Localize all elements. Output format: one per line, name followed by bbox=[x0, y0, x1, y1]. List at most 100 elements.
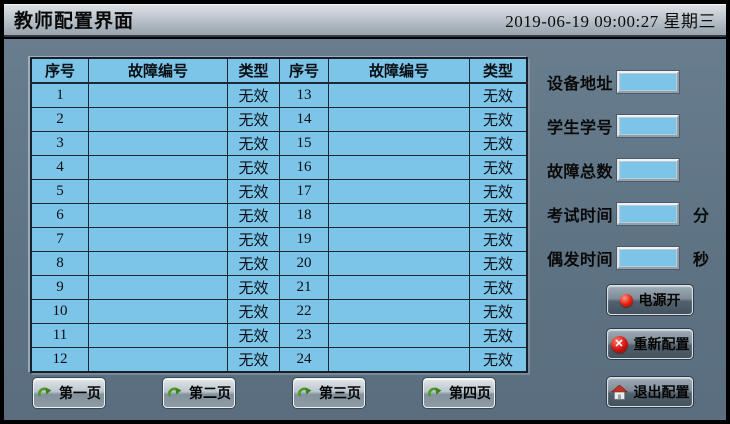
type-cell[interactable]: 无效 bbox=[227, 347, 280, 373]
device-address-input[interactable] bbox=[617, 71, 679, 93]
type-cell[interactable]: 无效 bbox=[227, 155, 280, 180]
type-cell[interactable]: 无效 bbox=[469, 203, 528, 228]
reconfigure-button[interactable]: ✕ 重新配置 bbox=[607, 329, 693, 359]
datetime-display: 2019-06-19 09:00:27 星期三 bbox=[505, 12, 716, 31]
seq-cell: 4 bbox=[30, 155, 89, 180]
type-cell[interactable]: 无效 bbox=[227, 179, 280, 204]
seq-cell: 14 bbox=[279, 107, 329, 132]
exit-config-button[interactable]: 退出配置 bbox=[607, 377, 693, 407]
power-indicator-icon bbox=[619, 293, 633, 307]
exam-time-unit: 分 bbox=[693, 208, 710, 225]
page-1-button[interactable]: 第一页 bbox=[33, 378, 105, 408]
fault-number-cell[interactable] bbox=[328, 347, 470, 373]
seq-cell: 6 bbox=[30, 203, 89, 228]
seq-cell: 21 bbox=[279, 275, 329, 300]
fault-number-cell[interactable] bbox=[88, 131, 228, 156]
page-2-button[interactable]: 第二页 bbox=[163, 378, 235, 408]
type-cell[interactable]: 无效 bbox=[469, 251, 528, 276]
fault-number-cell[interactable] bbox=[328, 275, 470, 300]
fault-number-cell[interactable] bbox=[88, 227, 228, 252]
fault-number-cell[interactable] bbox=[328, 203, 470, 228]
exit-config-label: 退出配置 bbox=[633, 384, 690, 400]
type-cell[interactable]: 无效 bbox=[469, 155, 528, 180]
type-cell[interactable]: 无效 bbox=[469, 179, 528, 204]
table-row: 1 无效 13 无效 bbox=[30, 82, 528, 108]
type-cell[interactable]: 无效 bbox=[469, 347, 528, 373]
type-cell[interactable]: 无效 bbox=[469, 82, 528, 108]
seq-cell: 18 bbox=[279, 203, 329, 228]
header-type: 类型 bbox=[227, 57, 280, 84]
fault-number-cell[interactable] bbox=[328, 227, 470, 252]
table-header-row: 序号 故障编号 类型 序号 故障编号 类型 bbox=[30, 57, 528, 84]
power-on-button[interactable]: 电源开 bbox=[607, 285, 693, 315]
page-1-label: 第一页 bbox=[59, 385, 101, 401]
type-cell[interactable]: 无效 bbox=[469, 275, 528, 300]
table-row: 11 无效 23 无效 bbox=[30, 323, 528, 348]
fault-number-cell[interactable] bbox=[88, 251, 228, 276]
table-row: 10 无效 22 无效 bbox=[30, 299, 528, 324]
seq-cell: 22 bbox=[279, 299, 329, 324]
seq-cell: 10 bbox=[30, 299, 89, 324]
fault-number-cell[interactable] bbox=[328, 82, 470, 108]
page-4-button[interactable]: 第四页 bbox=[423, 378, 495, 408]
table-row: 3 无效 15 无效 bbox=[30, 131, 528, 156]
table-row: 9 无效 21 无效 bbox=[30, 275, 528, 300]
fault-number-cell[interactable] bbox=[88, 299, 228, 324]
table-row: 12 无效 24 无效 bbox=[30, 347, 528, 373]
fault-number-cell[interactable] bbox=[328, 323, 470, 348]
type-cell[interactable]: 无效 bbox=[469, 131, 528, 156]
type-cell[interactable]: 无效 bbox=[469, 107, 528, 132]
fault-number-cell[interactable] bbox=[88, 107, 228, 132]
fault-number-cell[interactable] bbox=[328, 107, 470, 132]
type-cell[interactable]: 无效 bbox=[227, 323, 280, 348]
type-cell[interactable]: 无效 bbox=[227, 299, 280, 324]
page-3-button[interactable]: 第三页 bbox=[293, 378, 365, 408]
field-random-time: 偶发时间 秒 bbox=[547, 245, 709, 271]
student-id-input[interactable] bbox=[617, 115, 679, 137]
header-type: 类型 bbox=[469, 57, 528, 84]
fault-number-cell[interactable] bbox=[328, 179, 470, 204]
green-curved-arrow-icon bbox=[168, 387, 182, 397]
fault-number-cell[interactable] bbox=[328, 131, 470, 156]
field-student-id: 学生学号 bbox=[547, 113, 693, 139]
fault-number-cell[interactable] bbox=[88, 323, 228, 348]
field-device-address: 设备地址 bbox=[547, 69, 693, 95]
type-cell[interactable]: 无效 bbox=[469, 299, 528, 324]
type-cell[interactable]: 无效 bbox=[227, 251, 280, 276]
type-cell[interactable]: 无效 bbox=[227, 203, 280, 228]
seq-cell: 19 bbox=[279, 227, 329, 252]
type-cell[interactable]: 无效 bbox=[227, 107, 280, 132]
type-cell[interactable]: 无效 bbox=[227, 82, 280, 108]
type-cell[interactable]: 无效 bbox=[227, 131, 280, 156]
seq-cell: 12 bbox=[30, 347, 89, 373]
fault-number-cell[interactable] bbox=[88, 347, 228, 373]
header-seq: 序号 bbox=[279, 57, 329, 84]
type-cell[interactable]: 无效 bbox=[227, 227, 280, 252]
fault-number-cell[interactable] bbox=[328, 155, 470, 180]
exam-time-input[interactable] bbox=[617, 203, 679, 225]
random-time-unit: 秒 bbox=[693, 252, 710, 269]
seq-cell: 9 bbox=[30, 275, 89, 300]
fault-number-cell[interactable] bbox=[88, 275, 228, 300]
table-row: 5 无效 17 无效 bbox=[30, 179, 528, 204]
fault-number-cell[interactable] bbox=[328, 251, 470, 276]
exam-time-label: 考试时间 bbox=[547, 208, 614, 225]
fault-number-cell[interactable] bbox=[88, 82, 228, 108]
table-row: 8 无效 20 无效 bbox=[30, 251, 528, 276]
green-curved-arrow-icon bbox=[298, 387, 312, 397]
fault-number-cell[interactable] bbox=[328, 299, 470, 324]
seq-cell: 8 bbox=[30, 251, 89, 276]
type-cell[interactable]: 无效 bbox=[469, 323, 528, 348]
fault-number-cell[interactable] bbox=[88, 203, 228, 228]
fault-total-input[interactable] bbox=[617, 159, 679, 181]
seq-cell: 7 bbox=[30, 227, 89, 252]
type-cell[interactable]: 无效 bbox=[469, 227, 528, 252]
seq-cell: 24 bbox=[279, 347, 329, 373]
header-fault-number: 故障编号 bbox=[88, 57, 228, 84]
fault-number-cell[interactable] bbox=[88, 155, 228, 180]
device-address-label: 设备地址 bbox=[547, 76, 614, 93]
random-time-input[interactable] bbox=[617, 247, 679, 269]
fault-number-cell[interactable] bbox=[88, 179, 228, 204]
type-cell[interactable]: 无效 bbox=[227, 275, 280, 300]
